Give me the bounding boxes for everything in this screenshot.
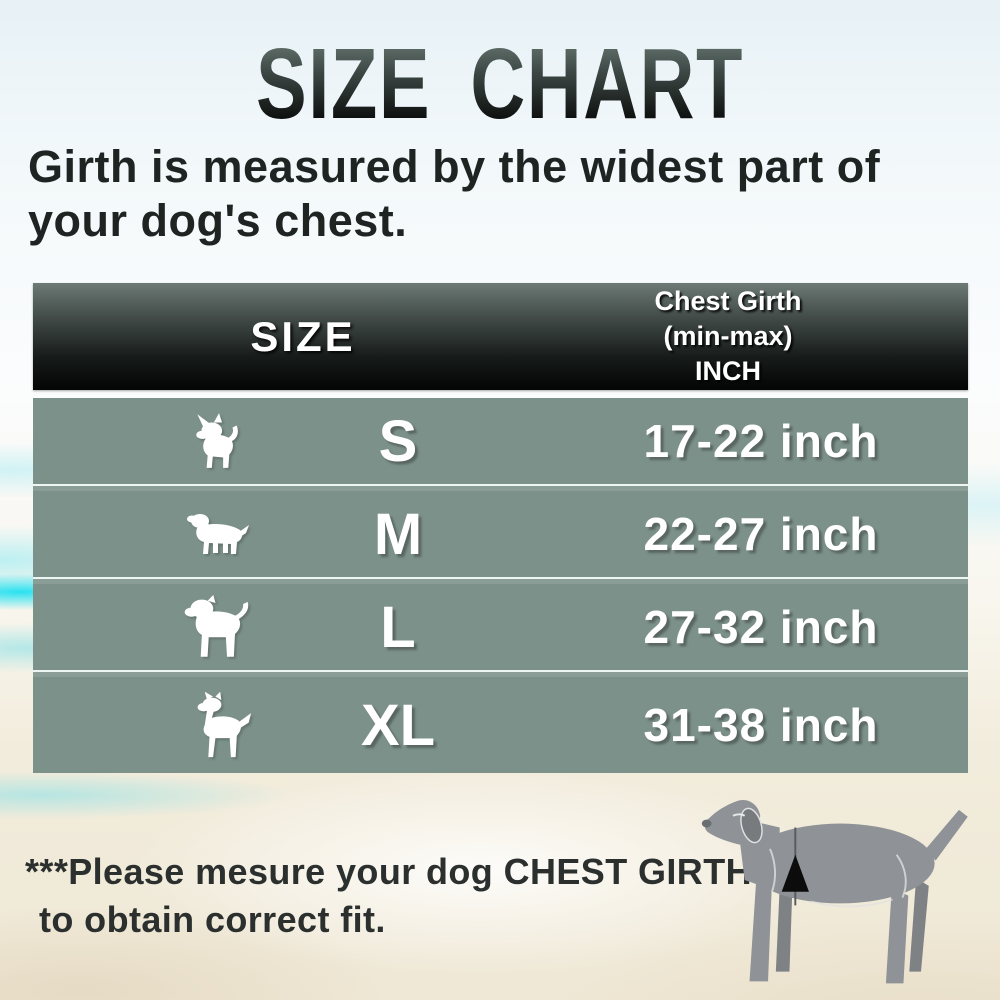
chest-girth-triangle-marker: [781, 854, 809, 892]
chest-girth-value: 27-32 inch: [643, 601, 879, 653]
column-header-girth-line2: (min-max): [663, 320, 793, 351]
size-label: S: [378, 408, 418, 474]
page-title-text: SIZE CHART: [256, 28, 744, 140]
size-table-body: S 17-22 inch M 22-27 inch L 27-32 inch X…: [33, 398, 968, 773]
table-row: XL 31-38 inch: [33, 677, 968, 773]
column-header-girth-line1: Chest Girth: [654, 285, 802, 316]
dog-ear: [740, 807, 763, 844]
bulldog-icon: [171, 588, 267, 666]
dog-nose: [701, 819, 712, 828]
great-dane-icon: [171, 686, 267, 764]
size-table: SIZE Chest Girth (min-max) INCH S 17-22 …: [33, 283, 968, 773]
subtitle-line2: your dog's chest.: [28, 195, 408, 246]
chest-girth-value: 31-38 inch: [643, 699, 879, 751]
measurement-note: ***Please mesure your dog CHEST GIRTH to…: [25, 848, 752, 943]
chest-girth-value: 22-27 inch: [643, 508, 879, 560]
chest-girth-value: 17-22 inch: [643, 415, 879, 467]
column-header-size: SIZE: [250, 312, 356, 360]
chihuahua-icon: [171, 402, 267, 480]
table-row: L 27-32 inch: [33, 584, 968, 672]
dog-eye: [732, 813, 746, 817]
size-label: M: [373, 501, 423, 567]
note-line1: ***Please mesure your dog CHEST GIRTH: [25, 851, 752, 892]
dog-girth-measurement-illustration: [701, 800, 968, 984]
table-row: S 17-22 inch: [33, 398, 968, 486]
size-label: L: [380, 594, 416, 660]
subtitle: Girth is measured by the widest part of …: [28, 140, 983, 248]
page-title: SIZE CHART: [0, 34, 1000, 134]
column-header-girth-line3: INCH: [695, 356, 761, 387]
size-table-header: SIZE Chest Girth (min-max) INCH: [33, 283, 968, 390]
note-line2: to obtain correct fit.: [39, 898, 386, 940]
subtitle-line1: Girth is measured by the widest part of: [28, 141, 881, 192]
size-label: XL: [360, 692, 436, 758]
column-header-chest-girth: Chest Girth (min-max) INCH: [553, 283, 903, 390]
dachshund-icon: [171, 495, 267, 573]
table-row: M 22-27 inch: [33, 491, 968, 579]
